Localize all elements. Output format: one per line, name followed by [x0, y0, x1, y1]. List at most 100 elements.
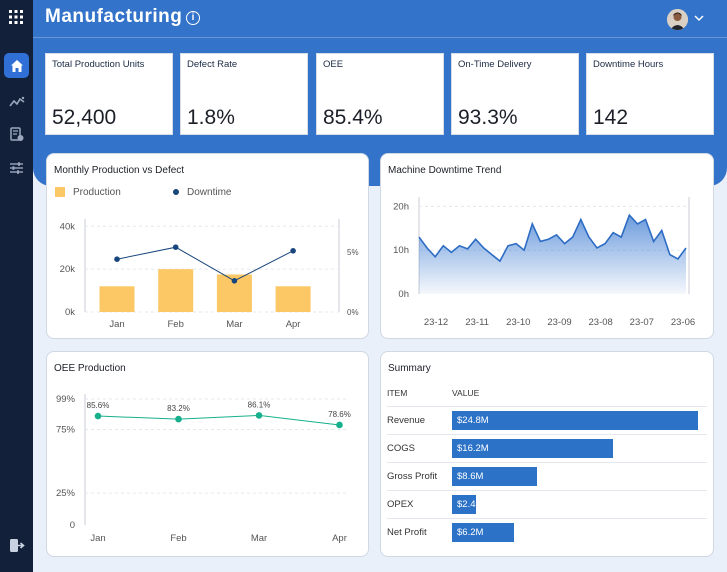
kpi-card-oee: OEE 85.4% — [316, 53, 444, 135]
y2-tick-label: 0% — [347, 308, 359, 317]
app-grid-icon[interactable] — [9, 10, 23, 24]
summary-item-label: Revenue — [387, 415, 426, 426]
column-header-item: ITEM — [387, 388, 408, 398]
row-divider — [387, 434, 707, 435]
avatar[interactable] — [667, 9, 688, 30]
x-tick-label: 23-06 — [671, 317, 695, 328]
summary-item-label: Gross Profit — [387, 471, 438, 482]
row-divider — [387, 462, 707, 463]
logout-icon — [9, 539, 25, 552]
oee-point — [94, 412, 102, 420]
downtime-point — [231, 278, 238, 284]
summary-item-label: Net Profit — [387, 527, 427, 538]
monthly-production-card: Monthly Production vs Defect Production … — [46, 153, 369, 339]
kpi-value: 85.4% — [323, 106, 383, 129]
summary-value-bar: $8.6M — [452, 467, 538, 486]
kpi-label: Defect Rate — [187, 59, 238, 70]
oee-data-label: 85.6% — [87, 401, 110, 410]
x-tick-label: Apr — [286, 319, 301, 330]
downtime-point — [172, 244, 179, 250]
sliders-icon — [10, 161, 23, 174]
summary-row: Gross Profit $8.6M — [381, 462, 713, 490]
kpi-card-total-production: Total Production Units 52,400 — [45, 53, 173, 135]
production-bar — [99, 286, 135, 312]
oee-point — [336, 421, 343, 429]
downtime-area — [419, 215, 686, 294]
downtime-point — [290, 248, 296, 254]
kpi-value: 52,400 — [52, 106, 117, 129]
trend-icon — [8, 96, 24, 106]
y-tick-label: 20k — [60, 264, 76, 275]
kpi-card-on-time-delivery: On-Time Delivery 93.3% — [451, 53, 579, 135]
summary-value-bar: $16.2M — [452, 439, 613, 458]
nav-settings[interactable] — [4, 155, 29, 180]
summary-value-label: $16.2M — [457, 443, 489, 454]
y-tick-label: 75% — [56, 425, 76, 436]
x-tick-label: 23-10 — [506, 317, 530, 328]
sidebar — [0, 0, 33, 572]
x-tick-label: 23-11 — [465, 317, 489, 328]
column-header-value: VALUE — [452, 388, 480, 398]
x-tick-label: 23-09 — [547, 317, 571, 328]
card-title: OEE Production — [54, 363, 126, 374]
oee-point — [255, 412, 263, 419]
oee-data-label: 83.2% — [167, 404, 190, 413]
production-bar — [275, 286, 311, 312]
kpi-label: On-Time Delivery — [458, 59, 532, 70]
monthly-production-chart: 0k 20k 40k 0% 5% Jan Feb Mar Apr — [60, 219, 359, 330]
oee-point — [175, 415, 182, 423]
y-tick-label: 25% — [56, 488, 76, 499]
summary-value-label: $24.8M — [457, 415, 489, 426]
legend-downtime-label: Downtime — [187, 187, 232, 198]
oee-production-card: OEE Production 0 25% 75% 99% 85.6% 83.2% 86.1%… — [46, 351, 369, 557]
y-tick-label: 0h — [398, 289, 409, 300]
x-tick-label: Jan — [90, 533, 105, 544]
kpi-value: 1.8% — [187, 106, 235, 129]
y-tick-label: 0k — [65, 307, 75, 318]
legend-production-label: Production — [73, 187, 121, 198]
y-tick-label: 0 — [70, 520, 75, 531]
downtime-point — [114, 256, 120, 262]
summary-value-label: $6.2M — [457, 527, 484, 538]
summary-card: Summary ITEM VALUE Revenue $24.8M COGS $16.… — [380, 351, 714, 557]
logout-button[interactable] — [4, 533, 29, 558]
downtime-trend-line — [418, 213, 687, 263]
summary-row: Revenue $24.8M — [381, 406, 713, 434]
legend-production-swatch — [55, 187, 65, 197]
x-tick-label: 23-07 — [630, 317, 654, 328]
y-tick-label: 10h — [393, 245, 409, 256]
oee-data-label: 78.6% — [328, 410, 351, 419]
summary-row: COGS $16.2M — [381, 434, 713, 462]
row-divider — [387, 518, 707, 519]
legend-downtime-dot — [173, 189, 179, 195]
summary-item-label: COGS — [387, 443, 415, 454]
report-icon — [9, 127, 23, 141]
card-title: Machine Downtime Trend — [388, 165, 502, 176]
y-tick-label: 99% — [56, 394, 76, 405]
info-icon[interactable]: i — [186, 11, 200, 25]
kpi-value: 142 — [593, 106, 629, 129]
kpi-label: OEE — [323, 59, 344, 70]
summary-value-bar: $24.8M — [452, 411, 698, 430]
summary-value-bar: $6.2M — [452, 523, 514, 542]
home-icon — [10, 59, 23, 72]
y-tick-label: 20h — [393, 201, 409, 212]
row-divider — [387, 490, 707, 491]
summary-row: Net Profit $6.2M — [381, 518, 713, 546]
nav-analytics[interactable] — [4, 89, 29, 114]
kpi-card-defect-rate: Defect Rate 1.8% — [180, 53, 308, 135]
oee-line — [97, 414, 340, 426]
x-tick-label: 23-12 — [424, 317, 448, 328]
y-tick-label: 40k — [60, 221, 76, 232]
card-title: Monthly Production vs Defect — [54, 165, 185, 176]
card-title: Summary — [388, 363, 431, 374]
x-tick-label: Apr — [332, 533, 347, 544]
nav-reports[interactable] — [4, 122, 29, 147]
summary-value-bar: $2.4M — [452, 495, 483, 514]
chevron-down-icon[interactable] — [694, 14, 704, 22]
x-tick-label: Feb — [170, 533, 186, 544]
nav-home[interactable] — [4, 53, 29, 78]
header-divider — [33, 37, 727, 38]
x-tick-label: 23-08 — [589, 317, 613, 328]
page-title: Manufacturing — [45, 6, 183, 27]
